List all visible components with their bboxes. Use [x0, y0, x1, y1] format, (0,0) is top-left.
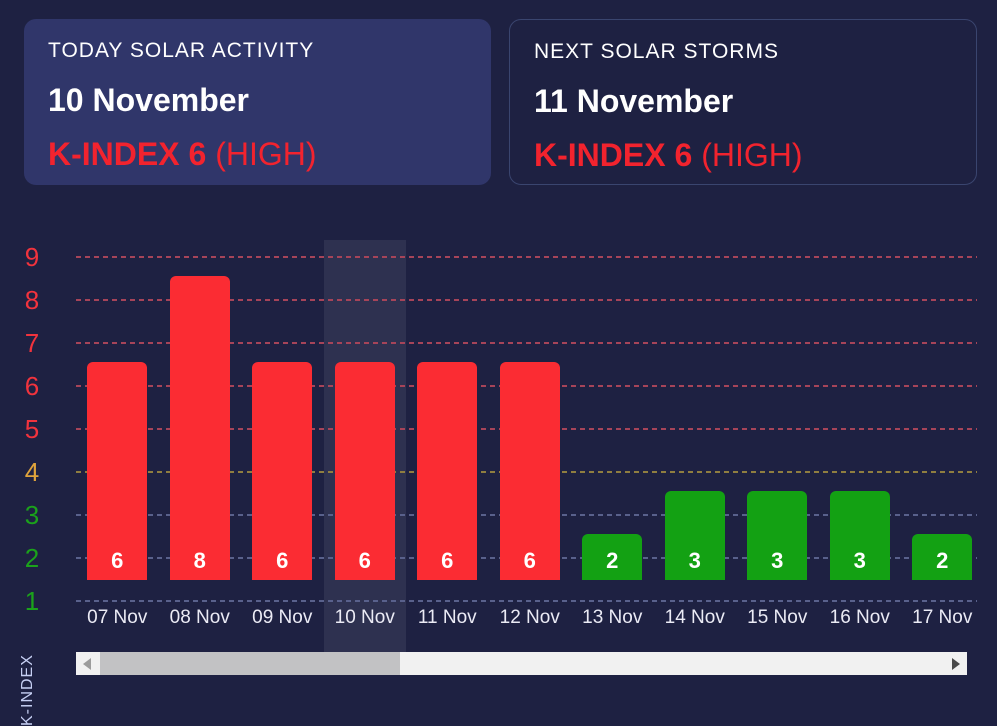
card-title: NEXT SOLAR STORMS: [534, 40, 779, 63]
scrollbar-right-button[interactable]: [945, 652, 967, 675]
kindex-value: K-INDEX 6: [48, 136, 207, 172]
x-tick-label: 07 Nov: [87, 607, 148, 628]
scrollbar-thumb[interactable]: [100, 652, 400, 675]
x-tick-label: 15 Nov: [747, 607, 808, 628]
bar-value-label: 3: [853, 547, 866, 573]
card-kindex-line: K-INDEX 6 (HIGH): [48, 136, 467, 172]
kindex-level: (HIGH): [701, 137, 803, 173]
y-tick-label: 1: [24, 586, 40, 616]
x-tick-label: 10 Nov: [334, 607, 395, 628]
kindex-level: (HIGH): [215, 136, 317, 172]
gridline-level-9: [76, 256, 977, 258]
y-tick-label: 5: [24, 414, 40, 444]
card-date: 11 November: [534, 83, 734, 119]
today-solar-activity-card: TODAY SOLAR ACTIVITY 10 November K-INDEX…: [24, 19, 491, 185]
chart-bar[interactable]: 3: [664, 491, 725, 580]
bar-value-label: 2: [606, 547, 619, 573]
next-solar-storms-card: NEXT SOLAR STORMS 11 November K-INDEX 6(…: [509, 19, 977, 185]
x-tick-label: 12 Nov: [499, 607, 560, 628]
chart-bar[interactable]: 6: [87, 362, 148, 580]
bar-value-label: 3: [688, 547, 701, 573]
x-tick-label: 13 Nov: [582, 607, 643, 628]
y-tick-label: 9: [24, 242, 40, 272]
x-tick-label: 14 Nov: [664, 607, 725, 628]
card-title: TODAY SOLAR ACTIVITY: [48, 39, 315, 62]
x-tick-label: 11 Nov: [417, 607, 477, 628]
chart-bar[interactable]: 6: [499, 362, 560, 580]
chart-bar[interactable]: 6: [252, 362, 313, 580]
bar-value-label: 2: [936, 547, 949, 573]
x-tick-label: 16 Nov: [829, 607, 890, 628]
card-kindex-line: K-INDEX 6 (HIGH): [534, 137, 952, 173]
y-axis-title: K-INDEX: [19, 654, 36, 726]
chart-bar[interactable]: 2: [582, 534, 643, 580]
horizontal-scrollbar[interactable]: [76, 652, 967, 675]
kindex-value: K-INDEX 6: [534, 137, 693, 173]
chart-bar[interactable]: 6: [334, 362, 395, 580]
bar-value-label: 3: [771, 547, 784, 573]
x-tick-label: 08 Nov: [169, 607, 230, 628]
y-tick-label: 6: [24, 371, 40, 401]
arrow-left-icon: [83, 657, 91, 670]
y-tick-label: 8: [24, 285, 40, 315]
bar-value-label: 6: [111, 547, 124, 573]
chart-bar[interactable]: 8: [169, 276, 230, 580]
chart-bar[interactable]: 6: [417, 362, 478, 580]
arrow-right-icon: [952, 657, 960, 670]
bar-value-label: 6: [276, 547, 289, 573]
card-date: 10 November: [48, 82, 249, 118]
x-tick-label: 17 Nov: [912, 607, 973, 628]
scrollbar-left-button[interactable]: [76, 652, 98, 675]
chart-bar[interactable]: 3: [747, 491, 808, 580]
bar-value-label: 6: [441, 547, 454, 573]
x-tick-label: 09 Nov: [252, 607, 313, 628]
bar-value-label: 6: [523, 547, 536, 573]
chart-bar[interactable]: 3: [829, 491, 890, 580]
gridline-level-1: [76, 600, 977, 602]
y-tick-label: 3: [24, 500, 40, 530]
bar-value-label: 6: [358, 547, 371, 573]
gridline-level-7: [76, 342, 977, 344]
bar-value-label: 8: [193, 547, 206, 573]
y-tick-label: 4: [24, 457, 40, 487]
chart-bar[interactable]: 2: [912, 534, 973, 580]
y-tick-label: 7: [24, 328, 40, 358]
gridline-level-8: [76, 299, 977, 301]
y-tick-label: 2: [24, 543, 40, 573]
